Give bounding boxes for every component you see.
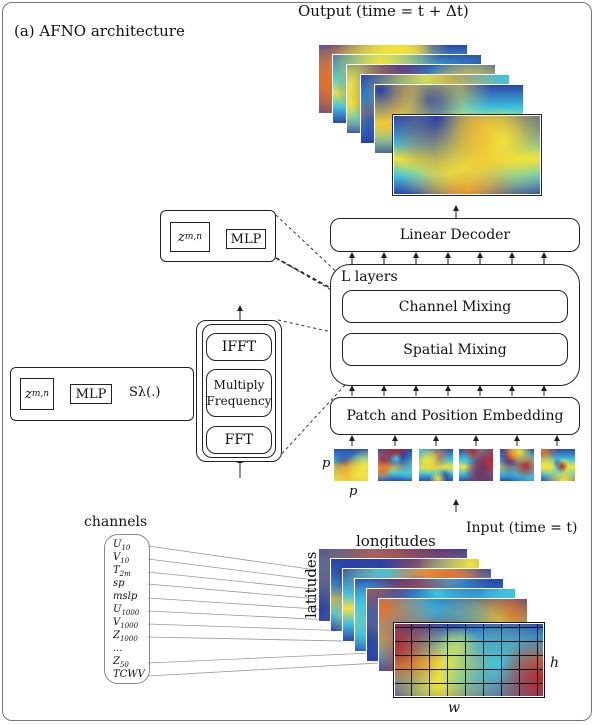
patch-tile	[540, 448, 576, 482]
linear-decoder-box: Linear Decoder	[330, 218, 580, 252]
spatial-mixing-box: Spatial Mixing	[342, 333, 568, 366]
channel-mixing-box: Channel Mixing	[342, 290, 568, 323]
channels-title: channels	[84, 514, 148, 530]
channel-item: V10	[113, 552, 130, 565]
channel-item: sp	[113, 578, 125, 589]
z-box-left: z m,n	[20, 378, 54, 410]
z-symbol: z	[177, 229, 185, 245]
input-label: Input (time = t)	[466, 520, 578, 536]
input-field-front	[393, 622, 545, 698]
multiply-text: Multiply	[213, 378, 265, 392]
l-layers-label: L layers	[341, 269, 398, 285]
patch-tile	[377, 448, 413, 482]
h-label: h	[550, 655, 560, 671]
ifft-box: IFFT	[206, 333, 272, 361]
patch-tile	[418, 448, 454, 482]
multiply-frequency-box: Multiply Frequency	[206, 369, 272, 417]
longitudes-label: longitudes	[356, 532, 436, 550]
channel-item: V1000	[113, 617, 139, 630]
mlp-box-top: MLP	[226, 229, 266, 249]
output-field-stack	[318, 44, 524, 154]
patch-p-horizontal: p	[349, 484, 358, 499]
channel-item: mslp	[113, 591, 138, 602]
l-layers-box: L layers	[330, 264, 580, 386]
channel-item: U1000	[113, 604, 140, 617]
channel-item: T2m	[113, 565, 131, 578]
patch-tile	[458, 448, 494, 482]
patch-tile	[499, 448, 535, 482]
z-subscript: m,n	[31, 389, 50, 399]
output-field-front	[392, 114, 542, 196]
patch-p-vertical: p	[322, 456, 331, 471]
fft-box: FFT	[206, 426, 272, 454]
channel-item: Z50	[113, 656, 129, 669]
channel-item: ...	[113, 643, 123, 654]
z-symbol: z	[24, 386, 32, 402]
z-box-top: z m,n	[170, 222, 210, 252]
patch-tile	[333, 448, 369, 482]
channels-list: U10 V10 T2m sp mslp U1000 V1000 Z1000 ..…	[104, 534, 150, 684]
figure-title: (a) AFNO architecture	[14, 22, 185, 40]
channel-item: U10	[113, 539, 131, 552]
mlp-box-left: MLP	[70, 384, 112, 404]
w-label: w	[448, 700, 460, 716]
output-label: Output (time = t + Δt)	[298, 2, 469, 20]
patch-embedding-box: Patch and Position Embedding	[330, 397, 580, 435]
channel-item: Z1000	[113, 630, 138, 643]
z-subscript: m,n	[184, 232, 203, 242]
frequency-text: Frequency	[206, 394, 272, 408]
s-lambda-label: Sλ(.)	[129, 385, 161, 400]
channel-item: TCWV	[113, 669, 145, 680]
